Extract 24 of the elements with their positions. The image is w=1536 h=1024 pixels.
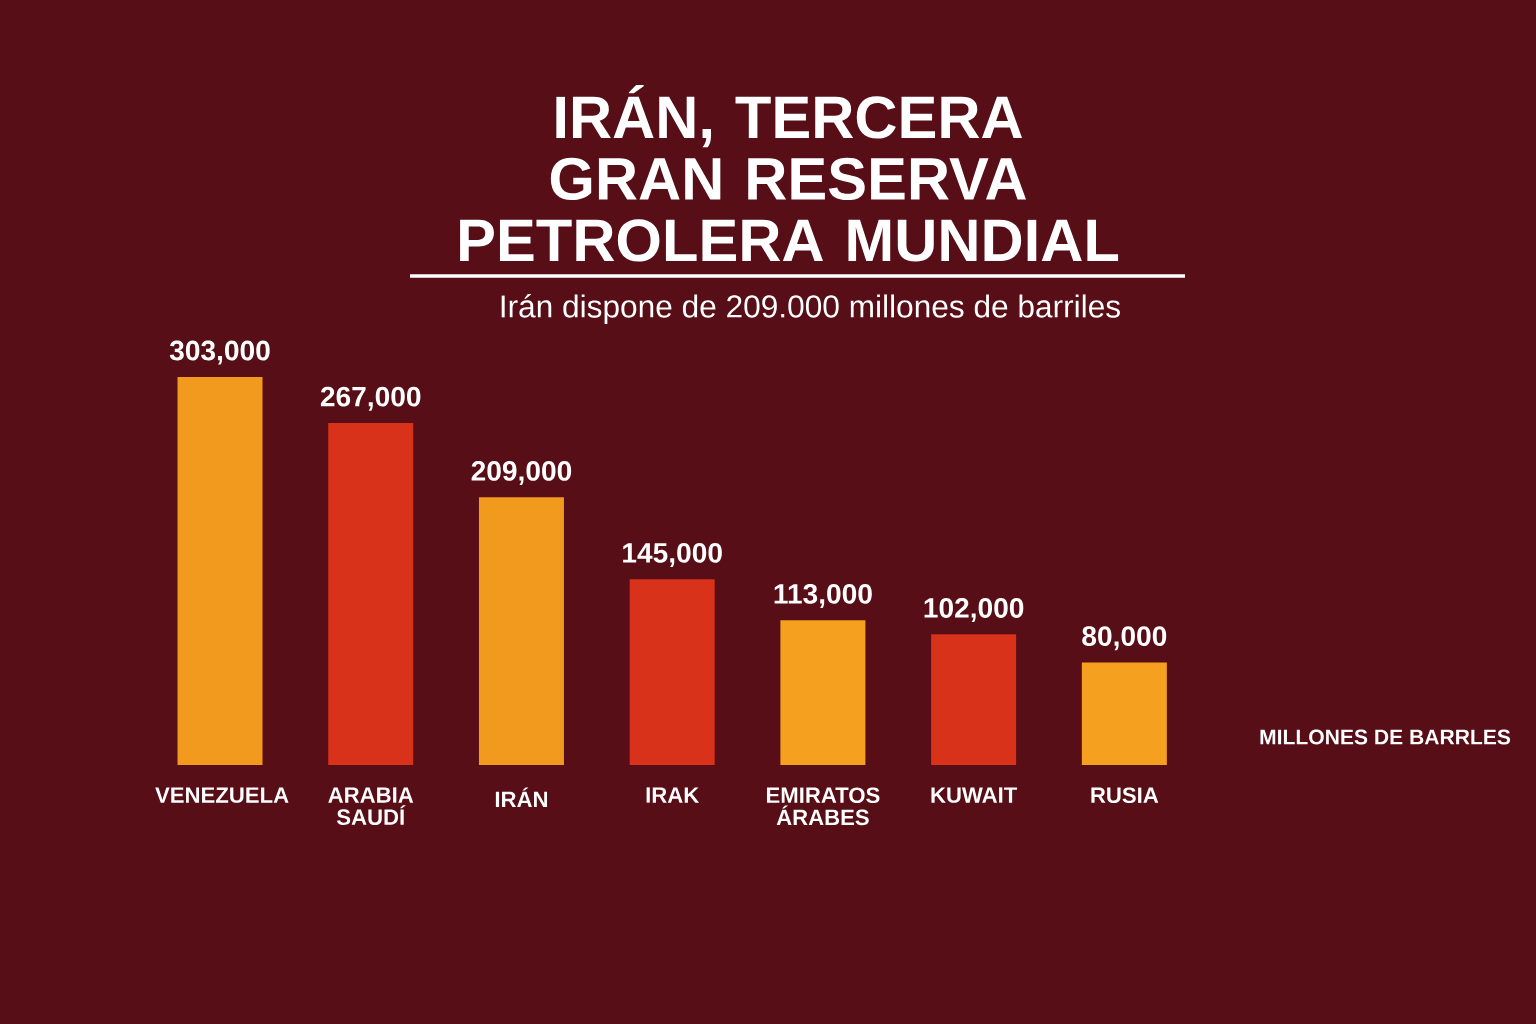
x-tick-label: KUWAIT xyxy=(931,787,1018,803)
bar xyxy=(629,579,715,765)
chart-title: IRÁN, TERCERA GRAN RESERVA PETROLERA MUNDIAL xyxy=(460,85,1119,262)
x-tick-label: IRAK xyxy=(646,787,700,803)
data-label: 303,000 xyxy=(169,340,270,365)
data-label: 209,000 xyxy=(471,460,572,485)
chart-subtitle: Irán dispone de 209.000 millones de barriles xyxy=(501,294,1120,324)
data-label: 102,000 xyxy=(924,597,1024,622)
bar xyxy=(328,423,414,765)
data-label: 80,000 xyxy=(1082,626,1167,651)
bar xyxy=(931,634,1017,765)
x-tick-label: IRÁN xyxy=(495,787,548,808)
data-label: 267,000 xyxy=(320,386,421,411)
x-tick-label: VENEZUELA xyxy=(155,787,289,803)
bar xyxy=(780,620,866,765)
bar xyxy=(177,376,263,765)
x-tick-label: RUSIA xyxy=(1091,787,1159,804)
x-tick-label: EMIRATOS ÁRABES xyxy=(766,787,880,826)
data-label: 113,000 xyxy=(774,583,872,608)
data-label: 145,000 xyxy=(623,542,722,567)
bar xyxy=(478,497,564,765)
bar xyxy=(1081,662,1167,765)
x-tick-label: ARABIA SAUDÍ xyxy=(328,787,414,826)
text: MILLONES DE BARRLES xyxy=(1260,729,1511,745)
